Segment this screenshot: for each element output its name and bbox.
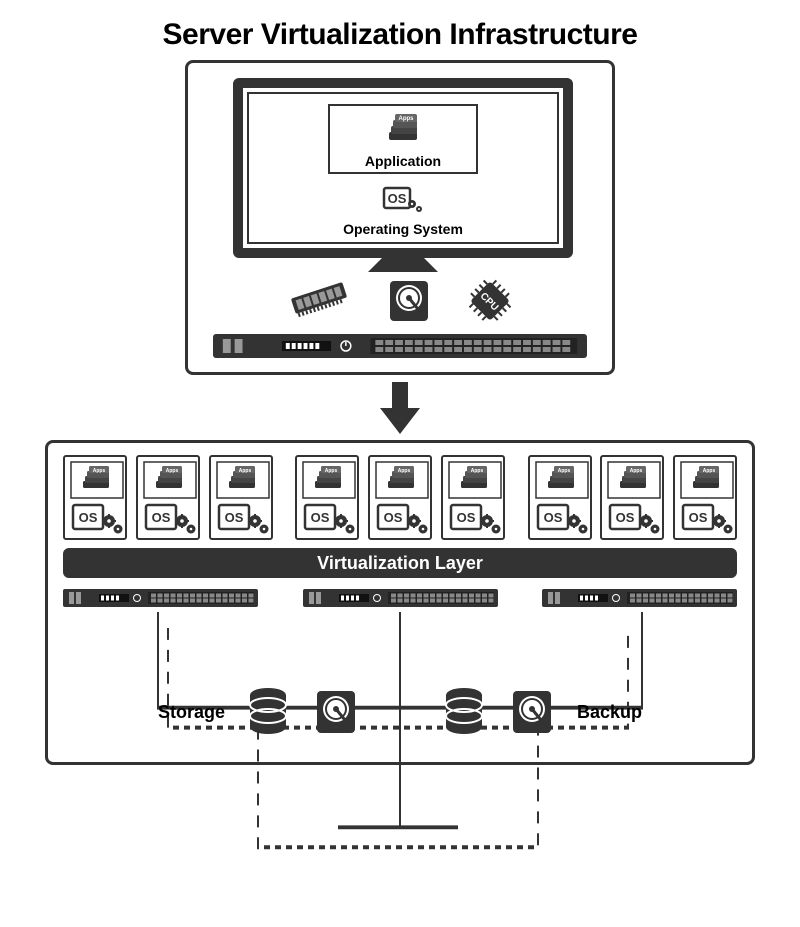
svg-text:OS: OS [616,510,635,525]
os-badge-icon: OS [378,186,428,214]
vm-tile: Apps OS [600,455,664,540]
vm-tile: Apps OS [368,455,432,540]
svg-text:Apps: Apps [557,468,570,474]
hdd-icon [311,687,361,737]
database-icon [441,687,487,737]
virtualization-panel: Apps OS Apps OS Apps OS [45,440,755,765]
rack-server-icon [542,588,737,608]
vm-tile: Apps OS [295,455,359,540]
svg-text:Apps: Apps [325,468,338,474]
vm-tile: Apps OS [673,455,737,540]
apps-badge-text: Apps [399,116,415,122]
connection-lines [48,608,752,927]
cpu-icon: CPU [464,278,516,324]
svg-text:Apps: Apps [238,468,251,474]
vm-tile: Apps OS [528,455,592,540]
virtualization-layer-bar: Virtualization Layer [63,548,737,578]
application-box: Apps Application [328,104,478,174]
svg-text:Apps: Apps [471,468,484,474]
physical-server-panel: Apps Application OS Operating System [185,60,615,375]
svg-text:OS: OS [388,191,407,206]
storage-label: Storage [158,702,225,723]
svg-text:OS: OS [543,510,562,525]
svg-text:Apps: Apps [93,468,106,474]
svg-text:OS: OS [79,510,98,525]
rack-server-icon [303,588,498,608]
rack-server-icon [63,588,258,608]
svg-text:OS: OS [224,510,243,525]
os-box: OS Operating System [303,186,503,237]
os-label: Operating System [303,221,503,237]
monitor-icon: Apps Application OS Operating System [233,78,573,258]
svg-text:OS: OS [456,510,475,525]
vm-tile: Apps OS [63,455,127,540]
page-title: Server Virtualization Infrastructure [0,0,800,52]
svg-text:OS: OS [311,510,330,525]
arrow-down-icon [380,382,420,434]
rack-row [63,588,737,608]
hdd-icon [384,278,434,324]
vm-tile: Apps OS [136,455,200,540]
vm-row: Apps OS Apps OS Apps OS [63,455,737,540]
database-icon [245,687,291,737]
ram-icon [284,278,354,318]
svg-text:OS: OS [151,510,170,525]
storage-row: Storage [48,687,752,737]
svg-text:Apps: Apps [630,468,643,474]
vm-tile: Apps OS [441,455,505,540]
svg-text:OS: OS [689,510,708,525]
apps-stack-icon: Apps [383,110,423,146]
backup-label: Backup [577,702,642,723]
svg-text:Apps: Apps [703,468,716,474]
application-label: Application [330,153,476,169]
hdd-icon [507,687,557,737]
svg-text:OS: OS [384,510,403,525]
svg-text:Apps: Apps [166,468,179,474]
rack-server-icon [213,332,587,360]
vm-tile: Apps OS [209,455,273,540]
svg-text:Apps: Apps [398,468,411,474]
hardware-row: CPU [188,278,612,324]
